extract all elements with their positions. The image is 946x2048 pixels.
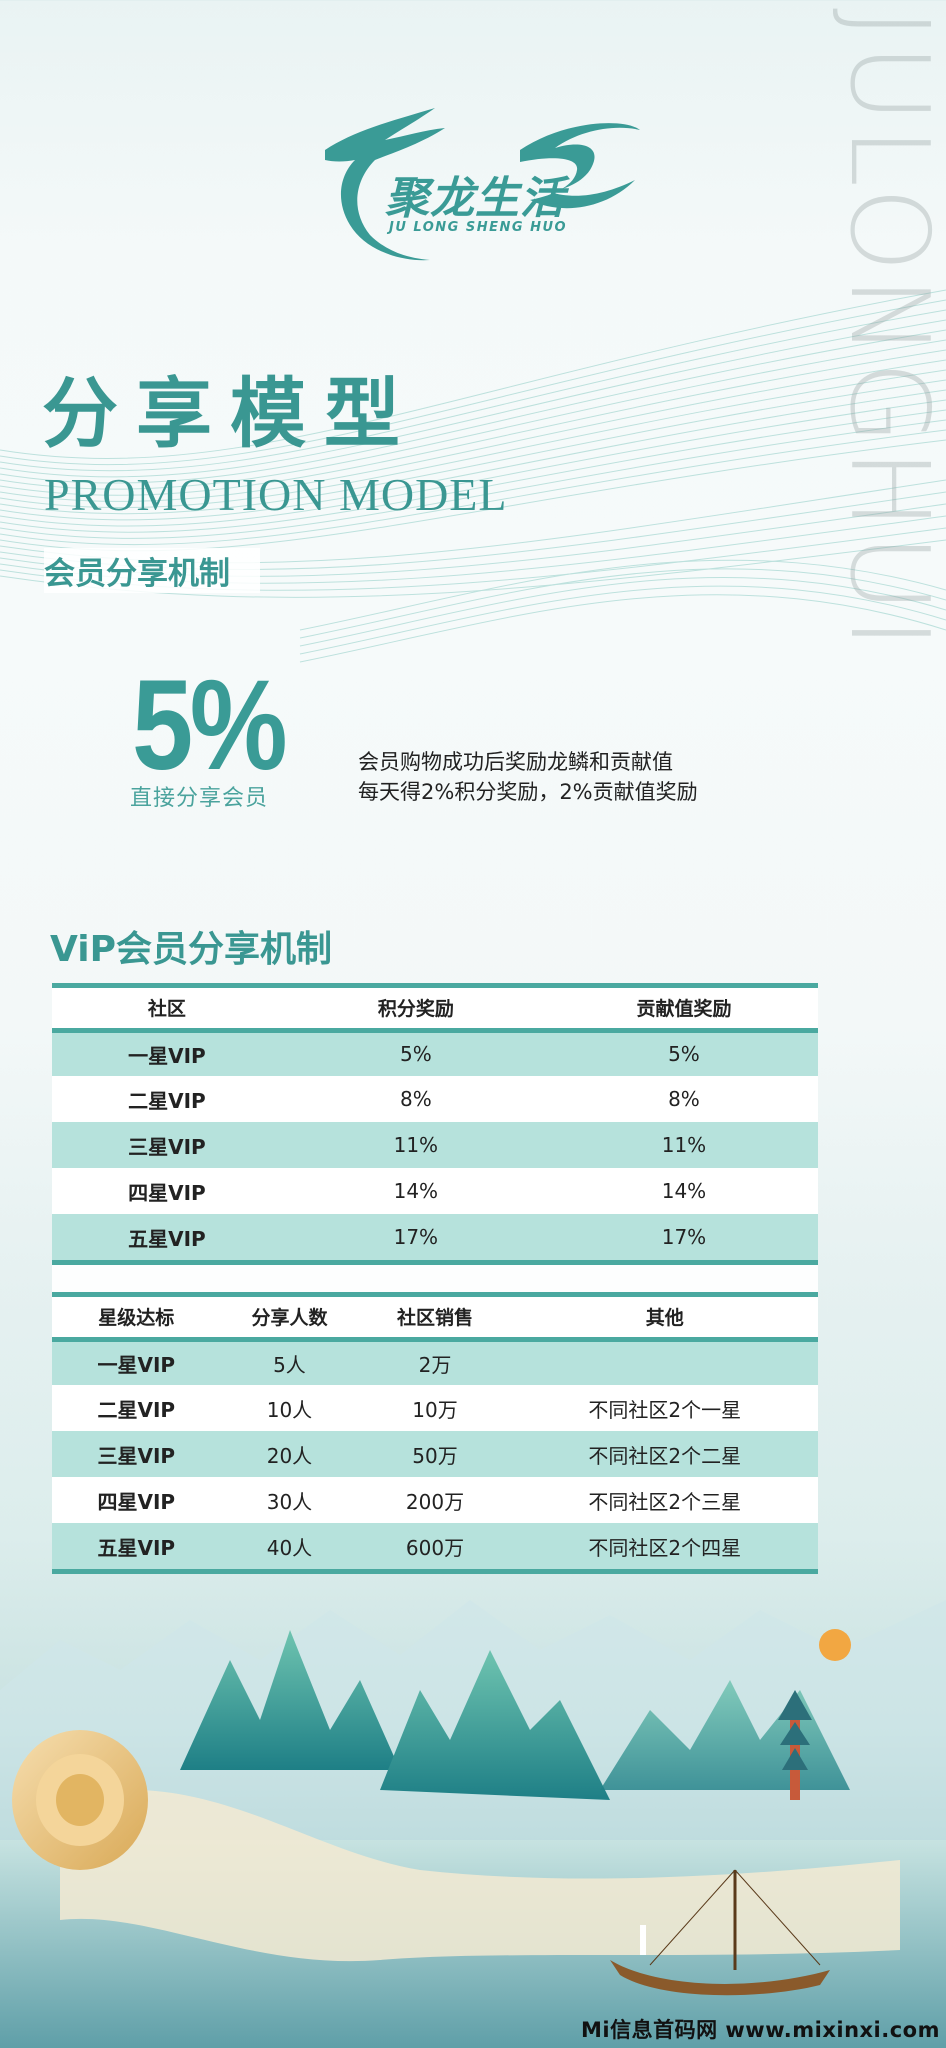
cell-level: 五星VIP xyxy=(52,1523,221,1569)
landscape-illustration xyxy=(0,1600,946,2048)
cell-sales: 10万 xyxy=(358,1385,512,1431)
page-subtitle: PROMOTION MODEL xyxy=(44,469,508,520)
cell-level: 三星VIP xyxy=(52,1122,282,1168)
level-requirement-table: 星级达标 分享人数 社区销售 其他 一星VIP 5人 2万 二星VIP 10人 … xyxy=(52,1292,818,1574)
member-share-description: 会员购物成功后奖励龙鳞和贡献值 每天得2%积分奖励，2%贡献值奖励 xyxy=(358,747,698,807)
table-bottom-border xyxy=(52,1260,818,1265)
cell-points: 17% xyxy=(281,1214,550,1260)
cell-share-count: 5人 xyxy=(220,1339,359,1385)
logo-english-name: JU LONG SHENG HUO xyxy=(389,220,568,235)
table-row: 一星VIP 5人 2万 xyxy=(52,1339,818,1385)
cell-share-count: 30人 xyxy=(220,1477,359,1523)
cell-points: 11% xyxy=(281,1122,550,1168)
logo-chinese-name: 聚龙生活 xyxy=(385,173,565,224)
cell-share-count: 40人 xyxy=(220,1523,359,1569)
dragon-logo-icon xyxy=(325,108,640,261)
cell-level: 五星VIP xyxy=(52,1214,282,1260)
cell-level: 一星VIP xyxy=(52,1339,221,1385)
cell-sales: 200万 xyxy=(358,1477,512,1523)
cell-level: 四星VIP xyxy=(52,1168,282,1214)
cell-other xyxy=(511,1339,818,1385)
cell-contribution: 11% xyxy=(549,1122,818,1168)
desc-line-1: 会员购物成功后奖励龙鳞和贡献值 xyxy=(358,750,673,774)
table-row: 五星VIP 17% 17% xyxy=(52,1214,818,1260)
cell-contribution: 8% xyxy=(549,1076,818,1122)
table-row: 三星VIP 20人 50万 不同社区2个二星 xyxy=(52,1431,818,1477)
table-row: 五星VIP 40人 600万 不同社区2个四星 xyxy=(52,1523,818,1569)
cell-sales: 2万 xyxy=(358,1339,512,1385)
table-row: 一星VIP 5% 5% xyxy=(52,1030,818,1076)
cell-sales: 600万 xyxy=(358,1523,512,1569)
reward-table: 社区 积分奖励 贡献值奖励 一星VIP 5% 5% 二星VIP 8% 8% 三星… xyxy=(52,983,818,1302)
table-row: 四星VIP 14% 14% xyxy=(52,1168,818,1214)
share-rate: 5% xyxy=(132,654,288,797)
cell-contribution: 14% xyxy=(549,1168,818,1214)
cell-other: 不同社区2个三星 xyxy=(511,1477,818,1523)
cell-other: 不同社区2个四星 xyxy=(511,1523,818,1569)
cell-points: 5% xyxy=(281,1030,550,1076)
cell-level: 二星VIP xyxy=(52,1385,221,1431)
desc-line-2: 每天得2%积分奖励，2%贡献值奖励 xyxy=(358,780,698,804)
cell-points: 8% xyxy=(281,1076,550,1122)
brand-logo: 聚龙生活 JU LONG SHENG HUO xyxy=(305,100,650,265)
cell-level: 二星VIP xyxy=(52,1076,282,1122)
cell-level: 四星VIP xyxy=(52,1477,221,1523)
table-row: 二星VIP 8% 8% xyxy=(52,1076,818,1122)
cell-other: 不同社区2个二星 xyxy=(511,1431,818,1477)
site-watermark: Mi信息首码网 www.mixinxi.com xyxy=(581,2018,940,2042)
table-header-row: 社区 积分奖励 贡献值奖励 xyxy=(52,988,818,1033)
header-community: 社区 xyxy=(52,988,282,1033)
header-points-reward: 积分奖励 xyxy=(281,988,550,1033)
table-top-border xyxy=(52,983,818,988)
table-row: 二星VIP 10人 10万 不同社区2个一星 xyxy=(52,1385,818,1431)
table-row: 三星VIP 11% 11% xyxy=(52,1122,818,1168)
cell-points: 14% xyxy=(281,1168,550,1214)
header-other: 其他 xyxy=(511,1297,818,1342)
table-row: 四星VIP 30人 200万 不同社区2个三星 xyxy=(52,1477,818,1523)
table-top-border xyxy=(52,1292,818,1297)
cell-contribution: 5% xyxy=(549,1030,818,1076)
cell-other: 不同社区2个一星 xyxy=(511,1385,818,1431)
cell-level: 三星VIP xyxy=(52,1431,221,1477)
cell-contribution: 17% xyxy=(549,1214,818,1260)
page-title: 分享模型 xyxy=(42,369,418,458)
header-share-count: 分享人数 xyxy=(220,1297,359,1342)
header-star-level: 星级达标 xyxy=(52,1297,221,1342)
cell-sales: 50万 xyxy=(358,1431,512,1477)
vertical-brand-text: JULONGHUI xyxy=(826,8,946,653)
table-bottom-border xyxy=(52,1569,818,1574)
member-share-heading: 会员分享机制 xyxy=(44,548,260,593)
header-community-sales: 社区销售 xyxy=(358,1297,512,1342)
vip-section-heading: ViP会员分享机制 xyxy=(50,929,332,970)
header-contribution-reward: 贡献值奖励 xyxy=(549,988,818,1033)
table-header-row: 星级达标 分享人数 社区销售 其他 xyxy=(52,1297,818,1342)
cell-share-count: 10人 xyxy=(220,1385,359,1431)
share-rate-caption: 直接分享会员 xyxy=(130,786,269,811)
cell-share-count: 20人 xyxy=(220,1431,359,1477)
cell-level: 一星VIP xyxy=(52,1030,282,1076)
